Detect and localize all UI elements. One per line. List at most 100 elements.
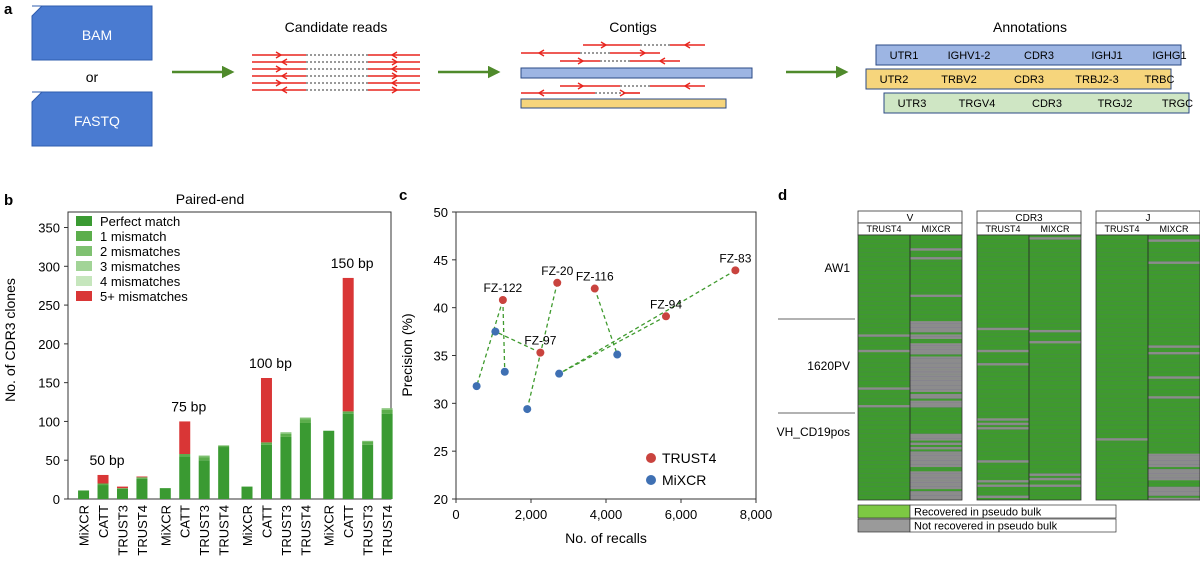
heatmap-cell-not-recovered <box>910 458 962 461</box>
bar-5-mismatches <box>136 476 148 478</box>
bar-2-mismatches <box>198 455 210 458</box>
heatmap-cell-not-recovered <box>910 367 962 370</box>
read-arrowhead <box>280 86 288 94</box>
heatmap-legend: Recovered in pseudo bulk Not recovered in… <box>857 504 1117 533</box>
heatmap-border <box>1095 234 1200 501</box>
heatmap-cell-not-recovered <box>1148 239 1200 242</box>
bar-1-mismatch <box>97 483 109 486</box>
trust4-point <box>590 284 599 293</box>
heatmap-cell-not-recovered <box>910 369 962 373</box>
legend-swatch <box>76 261 92 271</box>
mixcr-point <box>613 350 622 359</box>
bar-2-mismatches <box>362 440 374 442</box>
bar-1-mismatch <box>299 419 311 423</box>
panel-a: a BAM or FASTQ Candidate reads Contigs A… <box>4 1 1193 147</box>
x-tick-label: MiXCR <box>77 505 92 546</box>
heatmap-cell-not-recovered <box>977 480 1029 483</box>
heatmap-cell-not-recovered <box>910 455 962 459</box>
heatmap-cell-not-recovered <box>858 349 910 353</box>
read-arrowhead <box>391 86 399 94</box>
heatmap-cell-not-recovered <box>910 325 962 328</box>
heatmap-cell-not-recovered <box>910 374 962 377</box>
heatmap-cell-not-recovered <box>1148 460 1200 463</box>
x-tick-label: MiXCR <box>240 505 255 546</box>
x-tick-label: CATT <box>178 505 193 538</box>
trust4-point-label: FZ-97 <box>524 334 556 348</box>
x-tick-label: TRUST3 <box>197 505 212 556</box>
heatmap-cell-not-recovered <box>858 334 910 337</box>
heatmap-cell-not-recovered <box>1029 341 1081 344</box>
heatmap-cell-not-recovered <box>1148 462 1200 465</box>
y-tick-label: 50 <box>46 453 60 468</box>
or-label: or <box>86 69 99 85</box>
heatmap-cell-not-recovered <box>910 329 962 333</box>
annotation-cell-label: TRGC <box>1162 98 1193 110</box>
bar-perfect-match <box>280 436 292 499</box>
y-tick-label: 50 <box>434 205 448 220</box>
annotations-diagram: UTR1 IGHV1-2 CDR3 IGHJ1 IGHG1 UTR2 TRBV2 CDR3 TR… <box>865 44 1193 114</box>
annotation-cell-label: UTR2 <box>880 74 909 86</box>
read-arrowhead <box>390 79 398 87</box>
x-tick-label: 4,000 <box>590 507 623 522</box>
bar-1-mismatch <box>362 441 374 445</box>
bar-perfect-match <box>136 478 148 499</box>
heatmap-cell-not-recovered <box>977 422 1029 426</box>
chart-b-x-axis: MiXCR CATT TRUST3 TRUST4 MiXCR CATT TRUST3 TRUS… <box>77 505 396 556</box>
heatmap-cell-not-recovered <box>910 480 962 483</box>
panel-label-a: a <box>4 1 13 18</box>
heatmap-cell-not-recovered <box>858 387 910 390</box>
heatmap-cell-not-recovered <box>910 464 962 468</box>
heatmap-column-label: MIXCR <box>1041 224 1071 234</box>
heatmap-cell-not-recovered <box>910 486 962 490</box>
legend-label: Perfect match <box>100 214 180 229</box>
heatmap-column-label: TRUST4 <box>985 224 1020 234</box>
heatmap-cell-not-recovered <box>910 435 962 439</box>
read-arrowhead <box>619 89 627 97</box>
heatmap-cell-not-recovered <box>977 460 1029 463</box>
heatmap-cell-not-recovered <box>977 363 1029 366</box>
read-arrowhead <box>391 58 399 66</box>
bar-perfect-match <box>179 456 191 499</box>
heatmap-cell-not-recovered <box>1148 493 1200 496</box>
read-arrowhead <box>391 72 399 80</box>
heatmap-cell-not-recovered <box>977 327 1029 331</box>
pair-line <box>558 315 667 375</box>
heatmap-cell-not-recovered <box>910 497 962 501</box>
x-tick-label: MiXCR <box>158 505 173 546</box>
panel-b: b Paired-end No. of CDR3 clones 0 50 100 15… <box>2 191 395 556</box>
group-label: 75 bp <box>171 398 206 414</box>
heatmap-cell-not-recovered <box>910 323 962 326</box>
bar-1-mismatch <box>218 445 230 448</box>
heatmap-cell-not-recovered <box>910 380 962 384</box>
trust4-point <box>553 278 562 287</box>
bar-5-mismatches <box>260 377 272 443</box>
heatmap-cell-not-recovered <box>910 257 962 260</box>
read-arrowhead <box>280 72 288 80</box>
read-arrowhead <box>683 82 691 90</box>
heatmap-cell-not-recovered <box>910 491 962 494</box>
heatmap-cell-not-recovered <box>910 349 962 353</box>
heatmap-cell-not-recovered <box>1148 455 1200 459</box>
trust4-point <box>536 348 545 357</box>
heatmap-cell-not-recovered <box>910 382 962 386</box>
heatmap-cell-not-recovered <box>910 477 962 481</box>
heatmap-cell-not-recovered <box>910 442 962 445</box>
heatmap-cell-not-recovered <box>910 356 962 359</box>
x-tick-label: TRUST4 <box>298 505 313 556</box>
heatmap-cell-not-recovered <box>910 343 962 346</box>
chart-b-y-axis: 0 50 100 150 200 250 300 350 <box>38 221 68 507</box>
heatmap-cell-not-recovered <box>910 358 962 362</box>
x-tick-label: CATT <box>341 505 356 538</box>
heatmap-column-label: TRUST4 <box>1104 224 1139 234</box>
sample-label: VH_CD19pos <box>777 425 850 439</box>
y-tick-label: 30 <box>434 396 448 411</box>
legend-label: MiXCR <box>662 472 706 488</box>
x-tick-label: TRUST4 <box>217 505 232 556</box>
heatmap-cell-not-recovered <box>977 349 1029 353</box>
legend-swatch <box>857 518 911 533</box>
bar-2-mismatches <box>299 417 311 420</box>
heatmap-cell-not-recovered <box>1148 486 1200 490</box>
x-tick-label: 0 <box>452 507 459 522</box>
bar-1-mismatch <box>179 454 191 457</box>
read-arrowhead <box>639 49 647 57</box>
